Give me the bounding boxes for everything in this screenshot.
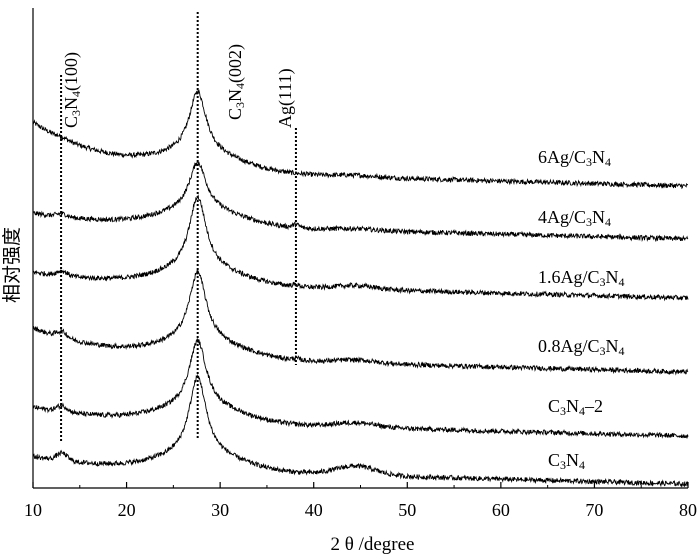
- series-label-3: 0.8Ag/C3N4: [538, 336, 625, 358]
- series-label-0: 6Ag/C3N4: [538, 147, 611, 169]
- series-line-3: [32, 269, 689, 376]
- series-label-5: C3N4: [548, 450, 585, 472]
- series-line-5: [32, 373, 689, 488]
- series-line-2: [32, 194, 689, 302]
- x-tick-label: 60: [492, 500, 510, 520]
- plot-area: [32, 12, 689, 488]
- x-tick-label: 70: [585, 500, 603, 520]
- y-axis-title: 相对强度: [1, 227, 23, 303]
- x-tick-label: 10: [24, 500, 42, 520]
- series-label-4: C3N4–2: [548, 396, 603, 418]
- series-line-0: [32, 89, 689, 190]
- x-tick-label: 40: [305, 500, 323, 520]
- labels: 6Ag/C3N4 4Ag/C3N4 1.6Ag/C3N4 0.8Ag/C3N4 C3N4…: [61, 44, 625, 472]
- x-tick-label: 30: [211, 500, 229, 520]
- x-tick-label: 50: [398, 500, 416, 520]
- x-tick-label: 20: [118, 500, 136, 520]
- series-line-4: [32, 337, 689, 439]
- x-tick-label: 80: [679, 500, 697, 520]
- peak-label-0: C3N4(100): [61, 52, 83, 128]
- axes: 10 20 30 40 50 60 70 80 2 θ /degree 相对强度: [1, 8, 697, 555]
- peak-label-1: C3N4(002): [225, 44, 247, 120]
- series-label-1: 4Ag/C3N4: [538, 207, 611, 229]
- x-axis-title: 2 θ /degree: [330, 534, 414, 555]
- series-line-1: [32, 160, 689, 243]
- peak-label-2: Ag(111): [275, 68, 296, 128]
- series-label-2: 1.6Ag/C3N4: [538, 267, 625, 289]
